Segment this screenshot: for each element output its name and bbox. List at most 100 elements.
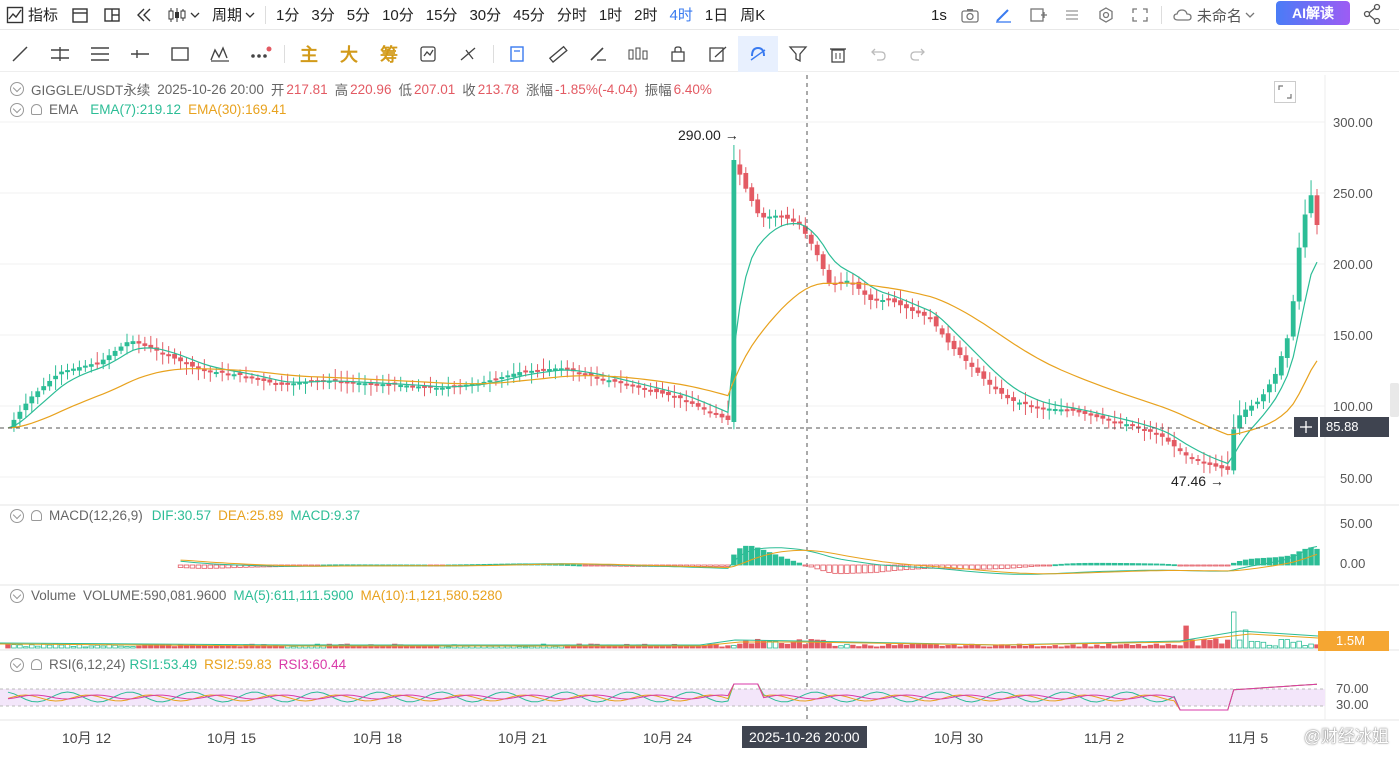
bell-icon[interactable] bbox=[31, 104, 42, 115]
collapse-icon[interactable] bbox=[10, 588, 24, 603]
candle-body bbox=[547, 369, 552, 372]
candle-body bbox=[213, 372, 219, 375]
big-order-toggle[interactable]: 大 bbox=[340, 44, 358, 65]
filter-tool[interactable] bbox=[778, 36, 818, 72]
period-2h[interactable]: 2时 bbox=[634, 7, 658, 24]
add-alert-button[interactable] bbox=[1294, 417, 1318, 437]
settings-button[interactable] bbox=[1089, 0, 1123, 30]
edit-tool[interactable] bbox=[698, 36, 738, 72]
volume-bar bbox=[82, 646, 89, 649]
delete-tool[interactable] bbox=[818, 36, 858, 72]
collapse-icon[interactable] bbox=[10, 657, 24, 672]
volume-bar bbox=[1135, 644, 1142, 649]
indicator-button[interactable]: 指标 bbox=[0, 0, 64, 30]
bell-icon[interactable] bbox=[31, 510, 42, 521]
volume-bar bbox=[915, 644, 922, 649]
period-1w[interactable]: 周K bbox=[740, 7, 766, 24]
candle-body bbox=[1076, 409, 1082, 413]
candle-body bbox=[190, 361, 195, 367]
brush-tool[interactable] bbox=[578, 36, 618, 72]
chevron-down-icon bbox=[245, 12, 255, 18]
volume-bar bbox=[1022, 645, 1029, 649]
redo-icon bbox=[910, 48, 925, 61]
draw-button[interactable] bbox=[987, 0, 1021, 30]
ai-interpret-button[interactable]: AI解读 bbox=[1276, 1, 1350, 25]
lock-tool[interactable] bbox=[658, 36, 698, 72]
layout-name-dropdown[interactable]: 未命名 bbox=[1166, 0, 1261, 30]
calendar-button[interactable] bbox=[64, 0, 96, 30]
candle-body bbox=[243, 376, 249, 379]
volume-bar bbox=[963, 645, 969, 649]
low-label: 低 bbox=[398, 83, 412, 98]
screenshot-button[interactable] bbox=[953, 0, 987, 30]
period-timeline[interactable]: 分时 bbox=[556, 7, 587, 24]
candle-body bbox=[1267, 384, 1272, 393]
volume-bar bbox=[403, 646, 410, 649]
volume-bar bbox=[17, 644, 23, 649]
period-5m[interactable]: 5分 bbox=[346, 7, 371, 24]
volume-bar bbox=[618, 646, 624, 649]
period-1h[interactable]: 1时 bbox=[598, 7, 623, 24]
volume-bar bbox=[374, 646, 380, 649]
volume-bar bbox=[933, 644, 939, 649]
candle-body bbox=[511, 373, 517, 377]
expand-icon[interactable] bbox=[1274, 81, 1296, 103]
measure-tool[interactable] bbox=[449, 36, 489, 72]
magnet-tool[interactable] bbox=[738, 35, 778, 72]
indicator-label: 指标 bbox=[28, 7, 59, 24]
candle-body bbox=[255, 377, 261, 380]
replay-button[interactable] bbox=[128, 0, 160, 30]
ruler-tool[interactable] bbox=[538, 36, 578, 72]
camera-icon bbox=[961, 9, 979, 23]
rectangle-tool[interactable] bbox=[160, 36, 200, 72]
text-tool[interactable] bbox=[498, 36, 538, 72]
bell-icon[interactable] bbox=[31, 659, 42, 670]
chip-distribution-toggle[interactable]: 筹 bbox=[380, 44, 398, 65]
candle-body bbox=[77, 367, 82, 371]
edit-icon bbox=[709, 46, 727, 62]
period-10m[interactable]: 10分 bbox=[382, 7, 414, 24]
period-4h[interactable]: 4时 bbox=[669, 7, 693, 24]
period-15m[interactable]: 15分 bbox=[425, 7, 458, 24]
period-3m[interactable]: 3分 bbox=[311, 7, 335, 24]
horizontal-lines-tool[interactable] bbox=[40, 36, 80, 72]
scroll-handle[interactable] bbox=[1390, 383, 1399, 417]
redo-button[interactable] bbox=[898, 36, 938, 72]
main-indicator-toggle[interactable]: 主 bbox=[300, 44, 318, 65]
collapse-icon[interactable] bbox=[10, 508, 24, 523]
volume-bar bbox=[1010, 646, 1017, 649]
candle-body bbox=[689, 401, 695, 404]
more-tools[interactable] bbox=[240, 36, 280, 72]
interval-1s[interactable]: 1s bbox=[931, 6, 947, 24]
candle-body bbox=[1148, 429, 1153, 432]
add-window-button[interactable] bbox=[1021, 0, 1055, 30]
volume-bar bbox=[743, 640, 749, 649]
undo-button[interactable] bbox=[858, 36, 898, 72]
period-30m[interactable]: 30分 bbox=[469, 7, 502, 24]
volume-bar bbox=[362, 646, 368, 649]
trend-line-tool[interactable] bbox=[0, 36, 40, 72]
ray-tool[interactable] bbox=[120, 36, 160, 72]
list-button[interactable] bbox=[1055, 0, 1089, 30]
volume-bar bbox=[1058, 646, 1064, 649]
period-1m[interactable]: 1分 bbox=[276, 7, 300, 24]
pattern-tool[interactable] bbox=[200, 36, 240, 72]
collapse-icon[interactable] bbox=[10, 82, 24, 96]
kline-tool[interactable] bbox=[618, 36, 658, 72]
change-value: -1.85%(-4.04) bbox=[555, 81, 638, 97]
sync-tool[interactable] bbox=[409, 36, 449, 72]
ruler-icon bbox=[548, 45, 568, 63]
collapse-icon[interactable] bbox=[10, 102, 24, 117]
period-1d[interactable]: 1日 bbox=[704, 7, 729, 24]
share-icon[interactable] bbox=[1362, 3, 1384, 25]
layout-button[interactable] bbox=[96, 0, 128, 30]
fib-tool[interactable] bbox=[80, 36, 120, 72]
candle-body bbox=[529, 370, 534, 373]
fullscreen-button[interactable] bbox=[1123, 0, 1157, 30]
period-45m[interactable]: 45分 bbox=[513, 7, 545, 24]
period-dropdown[interactable]: 周期 bbox=[206, 0, 261, 30]
candle-body bbox=[297, 382, 302, 385]
candle-body bbox=[945, 333, 951, 343]
chart-type-button[interactable] bbox=[160, 0, 206, 30]
